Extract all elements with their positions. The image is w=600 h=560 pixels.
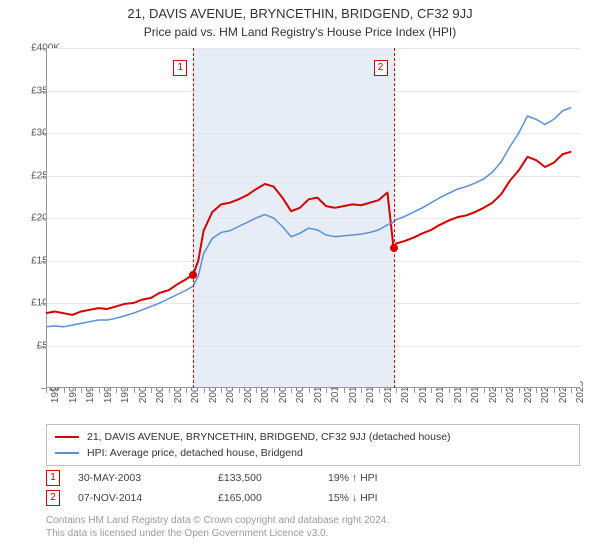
x-tick <box>396 388 397 393</box>
x-tick <box>64 388 65 393</box>
x-tick <box>46 388 47 393</box>
legend-swatch-property <box>55 436 79 438</box>
y-tick <box>41 388 46 389</box>
x-tick <box>204 388 205 393</box>
x-tick <box>291 388 292 393</box>
x-tick <box>519 388 520 393</box>
event-line-1 <box>193 48 194 388</box>
series-property <box>46 152 571 315</box>
x-tick <box>256 388 257 393</box>
event-delta-2: 15% ↓ HPI <box>328 492 448 504</box>
event-badge-1: 1 <box>46 470 60 486</box>
series-svg <box>46 48 580 388</box>
event-delta-1: 19% ↑ HPI <box>328 472 448 484</box>
chart-subtitle: Price paid vs. HM Land Registry's House … <box>0 21 600 43</box>
footer: Contains HM Land Registry data © Crown c… <box>46 514 580 540</box>
x-tick <box>99 388 100 393</box>
events-row-1: 1 30-MAY-2003 £133,500 19% ↑ HPI <box>46 468 580 488</box>
x-tick <box>449 388 450 393</box>
plot-area: 12 <box>46 48 580 388</box>
event-date-2: 07-NOV-2014 <box>78 492 218 504</box>
x-tick <box>116 388 117 393</box>
event-marker-badge-2: 2 <box>374 60 388 76</box>
x-tick <box>431 388 432 393</box>
legend-row-hpi: HPI: Average price, detached house, Brid… <box>55 445 571 461</box>
x-tick <box>309 388 310 393</box>
x-tick <box>414 388 415 393</box>
event-dot-1 <box>189 271 197 279</box>
event-date-1: 30-MAY-2003 <box>78 472 218 484</box>
legend-swatch-hpi <box>55 452 79 454</box>
events-row-2: 2 07-NOV-2014 £165,000 15% ↓ HPI <box>46 488 580 508</box>
event-price-1: £133,500 <box>218 472 328 484</box>
footer-line1: Contains HM Land Registry data © Crown c… <box>46 514 580 527</box>
legend-row-property: 21, DAVIS AVENUE, BRYNCETHIN, BRIDGEND, … <box>55 429 571 445</box>
legend-label-property: 21, DAVIS AVENUE, BRYNCETHIN, BRIDGEND, … <box>87 429 451 445</box>
x-tick <box>379 388 380 393</box>
x-tick <box>326 388 327 393</box>
x-tick <box>239 388 240 393</box>
x-tick <box>571 388 572 393</box>
event-badge-2: 2 <box>46 490 60 506</box>
x-tick <box>344 388 345 393</box>
x-tick <box>134 388 135 393</box>
event-price-2: £165,000 <box>218 492 328 504</box>
x-tick <box>466 388 467 393</box>
x-tick <box>536 388 537 393</box>
legend: 21, DAVIS AVENUE, BRYNCETHIN, BRIDGEND, … <box>46 424 580 466</box>
event-dot-2 <box>390 244 398 252</box>
events-table: 1 30-MAY-2003 £133,500 19% ↑ HPI 2 07-NO… <box>46 468 580 508</box>
series-hpi <box>46 108 571 327</box>
x-tick <box>81 388 82 393</box>
x-tick <box>221 388 222 393</box>
x-tick <box>151 388 152 393</box>
chart-figure: 21, DAVIS AVENUE, BRYNCETHIN, BRIDGEND, … <box>0 0 600 560</box>
x-tick <box>274 388 275 393</box>
x-tick <box>501 388 502 393</box>
x-tick <box>484 388 485 393</box>
event-marker-badge-1: 1 <box>173 60 187 76</box>
footer-line2: This data is licensed under the Open Gov… <box>46 527 580 540</box>
x-tick <box>186 388 187 393</box>
event-line-2 <box>394 48 395 388</box>
x-tick <box>554 388 555 393</box>
x-tick <box>361 388 362 393</box>
chart-title: 21, DAVIS AVENUE, BRYNCETHIN, BRIDGEND, … <box>0 0 600 21</box>
x-tick <box>169 388 170 393</box>
legend-label-hpi: HPI: Average price, detached house, Brid… <box>87 445 303 461</box>
